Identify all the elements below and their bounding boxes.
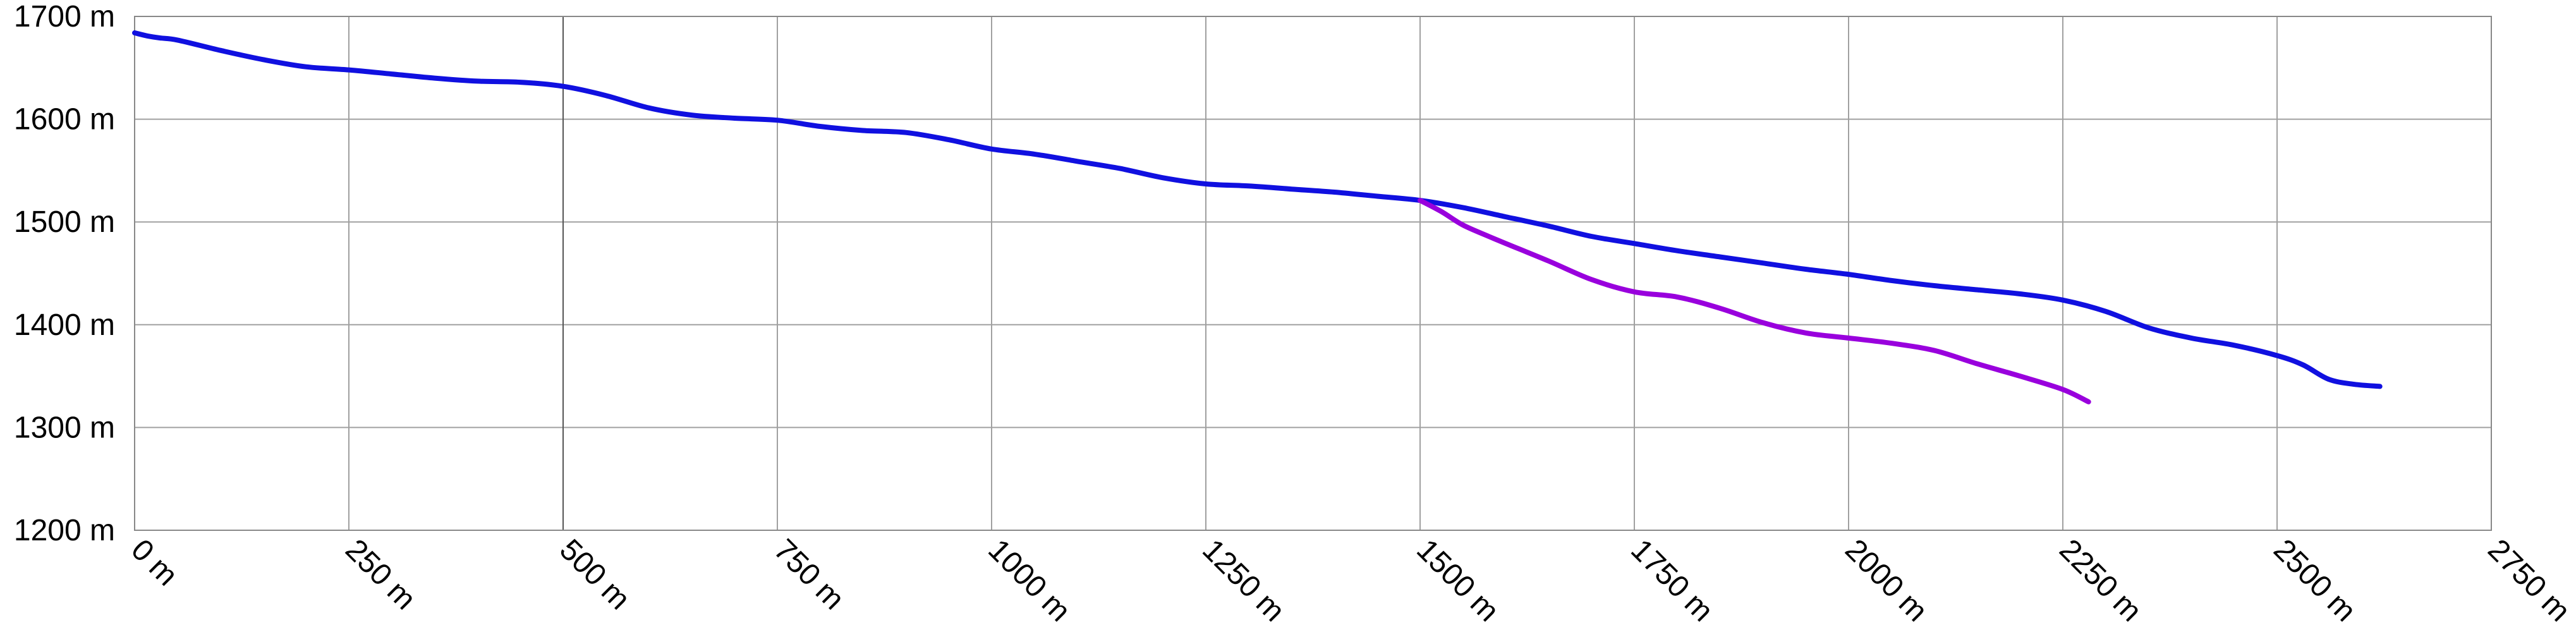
- x-tick-label: 750 m: [767, 533, 851, 616]
- x-tick-label: 1000 m: [981, 533, 1077, 628]
- x-tick-label: 0 m: [125, 533, 184, 592]
- series-line-1: [132, 30, 2383, 389]
- series-line-2: [1418, 198, 2091, 404]
- x-tick-label: 2000 m: [1838, 533, 1934, 628]
- x-tick-label: 1250 m: [1196, 533, 1291, 628]
- plot-frame: [134, 16, 2492, 531]
- x-axis-tick-labels: 0 m 250 m 500 m 750 m 1000 m 1250 m 1500 m 1750…: [125, 533, 2576, 628]
- y-axis-tick-labels: 1200 m 1300 m 1400 m 1500 m 1600 m 1700 m: [14, 0, 115, 547]
- y-tick-label: 1400 m: [14, 308, 115, 342]
- x-tick-label: 250 m: [339, 533, 422, 616]
- x-tick-label: 2750 m: [2481, 533, 2576, 628]
- x-tick-label: 2500 m: [2267, 533, 2362, 628]
- y-tick-label: 1200 m: [14, 514, 115, 547]
- gridlines: [134, 16, 2492, 531]
- x-tick-label: 500 m: [553, 533, 636, 616]
- y-tick-label: 1500 m: [14, 205, 115, 239]
- series-lines: [132, 30, 2383, 404]
- x-tick-label: 2250 m: [2053, 533, 2148, 628]
- x-tick-label: 1500 m: [1410, 533, 1505, 628]
- x-tick-label: 1750 m: [1624, 533, 1720, 628]
- y-tick-label: 1600 m: [14, 103, 115, 137]
- y-tick-label: 1300 m: [14, 411, 115, 444]
- y-tick-label: 1700 m: [14, 0, 115, 33]
